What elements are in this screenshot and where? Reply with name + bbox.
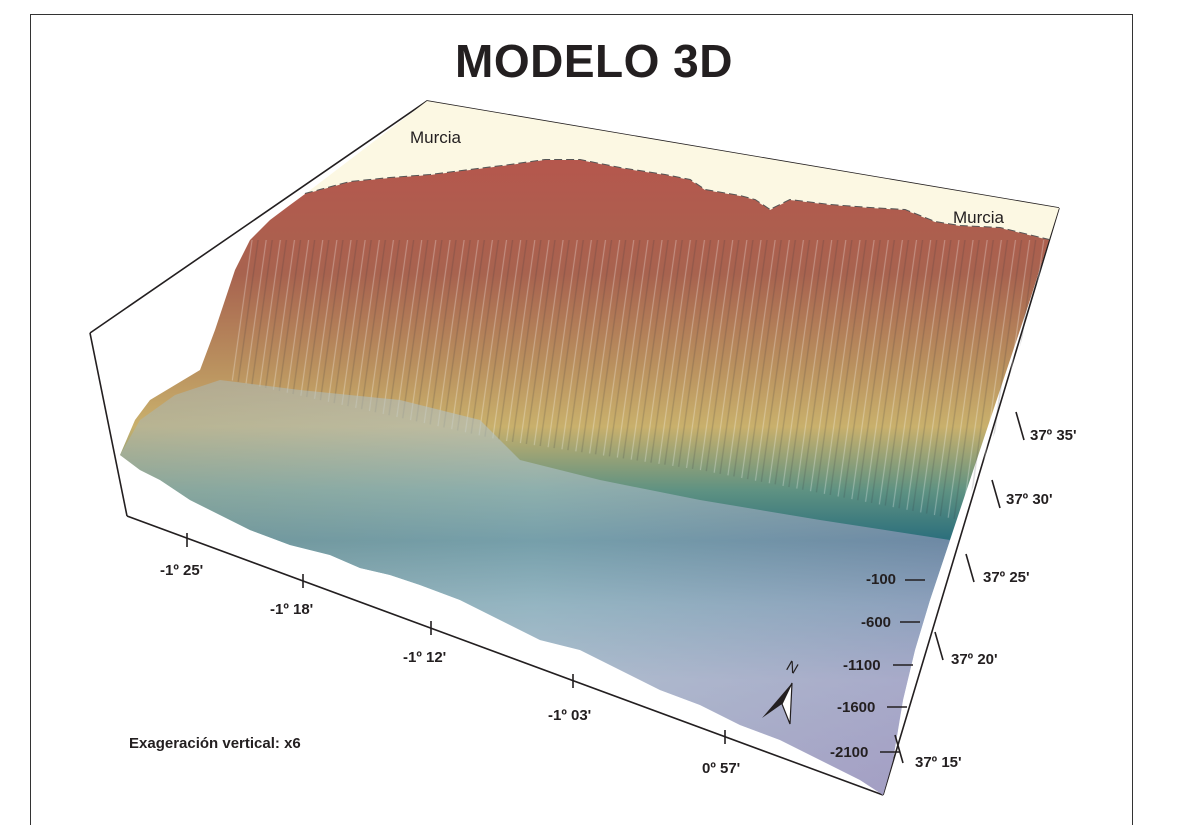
depth-tick-label: -2100 — [830, 744, 868, 761]
terrain-gullies — [230, 240, 1049, 520]
latitude-tick-label: 37º 15' — [915, 754, 962, 771]
depth-tick-label: -1100 — [843, 657, 881, 674]
longitude-tick-label: -1º 12' — [403, 649, 446, 666]
longitude-axis — [186, 533, 726, 744]
latitude-tick-label: 37º 25' — [983, 569, 1030, 586]
depth-axis — [880, 579, 925, 753]
latitude-axis — [894, 411, 1025, 764]
map-frame — [30, 14, 1133, 825]
depth-tick-label: -100 — [866, 571, 896, 588]
page-title: MODELO 3D — [455, 35, 733, 87]
longitude-tick-label: -1º 03' — [548, 707, 591, 724]
vertical-exaggeration-note: Exageración vertical: x6 — [129, 735, 301, 752]
latitude-tick-label: 37º 35' — [1030, 427, 1077, 444]
longitude-tick-label: -1º 18' — [270, 601, 313, 618]
longitude-tick-label: 0º 57' — [702, 760, 740, 777]
latitude-tick-label: 37º 30' — [1006, 491, 1053, 508]
land-label-murcia-east: Murcia — [953, 208, 1005, 227]
depth-tick-label: -1600 — [837, 699, 875, 716]
latitude-tick-label: 37º 20' — [951, 651, 998, 668]
depth-tick-label: -600 — [861, 614, 891, 631]
north-arrow-icon — [762, 682, 793, 725]
land-label-murcia-west: Murcia — [410, 128, 462, 147]
land-area — [305, 101, 1059, 240]
abyssal-plain — [120, 380, 950, 795]
longitude-tick-label: -1º 25' — [160, 562, 203, 579]
